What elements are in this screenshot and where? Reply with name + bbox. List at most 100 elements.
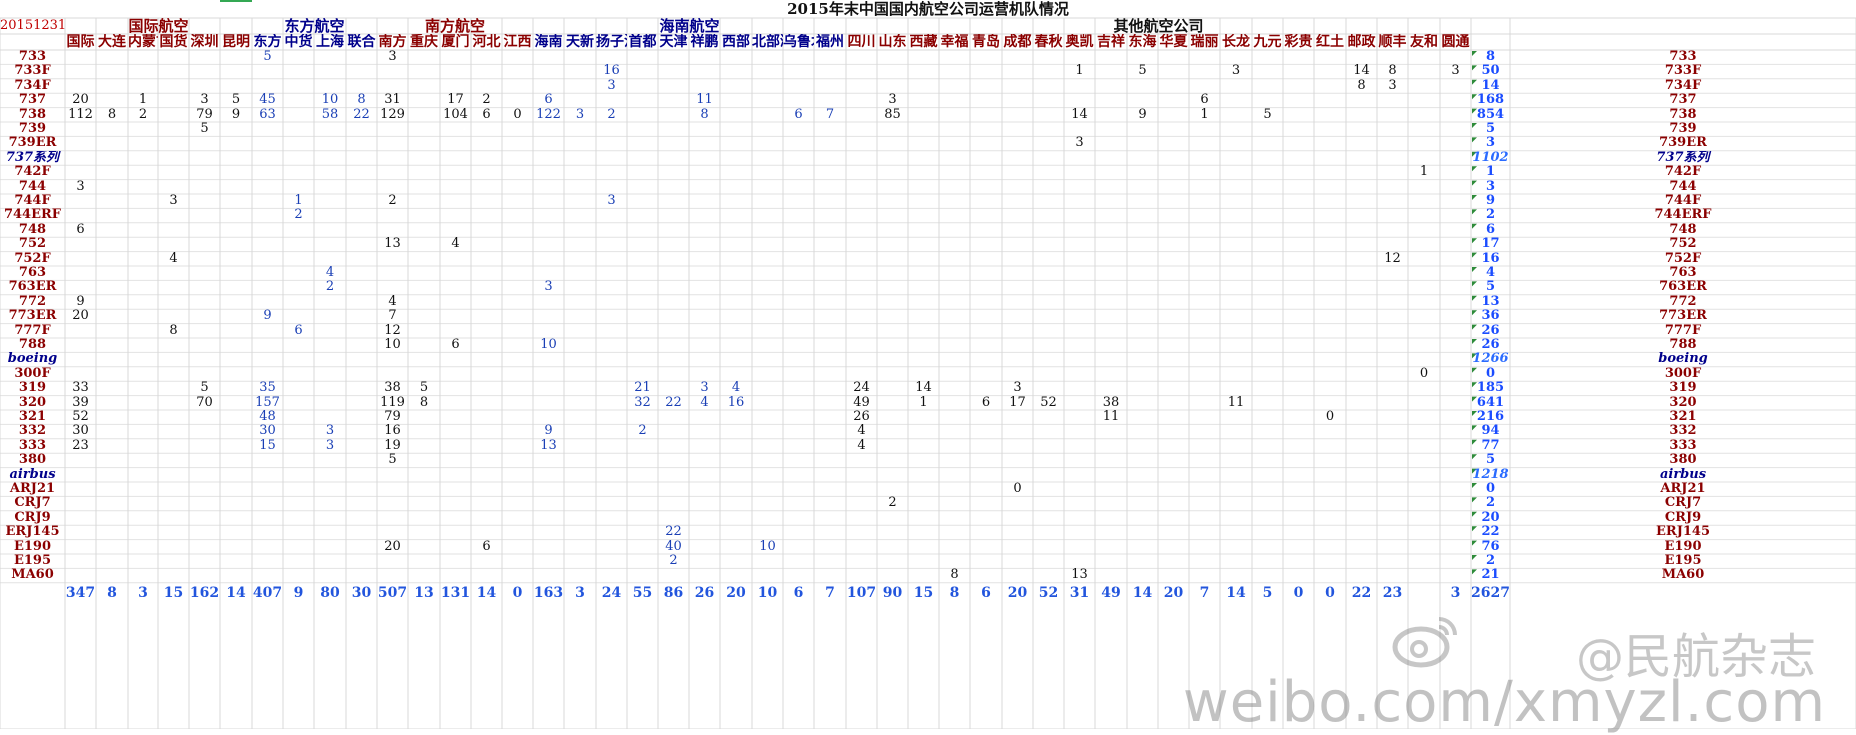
cell-error-marker [1472,555,1477,560]
data-cell: 2 [607,107,616,122]
data-cell: 0 [1325,410,1335,424]
data-cell: 2 [669,554,678,568]
row-label: 788 [18,338,47,352]
row-total: 5 [1485,453,1496,468]
airline-header: 昆明 [222,34,250,50]
data-cell: 6 [482,107,491,122]
column-total: 131 [440,584,471,601]
column-total: 8 [107,584,117,601]
airline-header: 九元 [1253,34,1282,50]
airline-header: 红土 [1316,34,1344,50]
group-header: 其他航空公司 [1113,18,1204,34]
airline-header: 重庆 [410,34,438,50]
column-total: 9 [293,584,304,601]
data-cell: 6 [451,338,460,352]
airline-header: 福州 [816,34,844,50]
data-cell: 12 [1384,251,1401,266]
data-cell: 3 [700,381,709,396]
data-cell: 13 [540,438,557,453]
airline-header: 天津 [659,34,688,50]
row-total: 1 [1485,165,1496,180]
data-cell: 14 [915,381,932,396]
data-cell: 3 [1231,64,1241,79]
data-cell: 35 [259,381,276,396]
cell-error-marker [1472,411,1477,416]
row-label-right: 300F [1664,366,1702,381]
row-label-right: CRJ9 [1664,510,1702,525]
data-cell: 58 [321,107,339,122]
data-cell: 3 [325,424,335,439]
data-cell: 6 [1200,93,1209,108]
row-label: 733 [18,50,47,64]
cell-error-marker [1472,223,1477,229]
data-cell: 8 [419,395,429,410]
row-label: 737系列 [5,150,60,165]
data-cell: 1 [138,93,148,108]
airline-header: 厦门 [441,34,470,50]
data-cell: 4 [857,438,866,453]
data-cell: 2 [388,194,397,208]
row-label: 380 [18,453,47,468]
data-cell: 79 [196,107,213,122]
data-cell: 2 [138,107,148,122]
row-label-right: 744 [1669,179,1697,194]
column-total: 30 [351,584,372,601]
row-total: 21 [1481,568,1500,583]
airline-header: 西部 [722,34,750,50]
row-label: 300F [14,366,51,381]
group-header: 国际航空 [128,18,189,34]
row-label-right: 763 [1669,266,1697,280]
row-label-right: 320 [1669,395,1697,410]
row-label-right: 380 [1669,453,1697,468]
cell-error-marker [1472,425,1477,431]
cell-error-marker [1472,267,1477,272]
row-total: 94 [1481,424,1500,439]
row-total: 17 [1481,237,1500,252]
data-cell: 4 [857,424,866,439]
data-cell: 3 [325,438,335,453]
data-cell: 52 [72,410,89,424]
cell-error-marker [1472,511,1477,517]
column-total: 90 [882,584,903,601]
airline-header: 海南 [534,34,563,50]
row-total: 4 [1485,266,1496,280]
data-cell: 3 [1451,64,1460,79]
cell-error-marker [1472,569,1477,575]
data-cell: 17 [1009,395,1026,410]
data-cell: 3 [544,280,553,295]
column-total: 14 [1226,584,1246,601]
data-cell: 0 [1419,366,1429,381]
row-label-right: 742F [1664,165,1702,180]
row-label: 739 [18,122,47,136]
cell-error-marker [1472,497,1477,503]
airline-header: 西藏 [909,34,938,50]
data-cell: 16 [603,64,620,79]
cell-error-marker [1472,51,1477,56]
row-total: 77 [1481,438,1500,453]
airline-header: 江西 [503,34,532,50]
data-cell: 1 [294,194,303,208]
column-total: 5 [1262,584,1273,601]
data-cell: 3 [607,194,616,208]
data-cell: 9 [544,424,553,439]
row-label: 734F [14,78,51,93]
row-label-right: ARJ21 [1660,482,1706,496]
airline-header: 顺丰 [1378,34,1407,50]
column-total: 49 [1101,584,1121,601]
sheet-title: 2015年末中国国内航空公司运营机队情况 [787,0,1069,18]
data-cell: 6 [482,539,491,554]
column-total: 162 [189,584,220,601]
row-label-right: 333 [1669,438,1697,453]
row-label: 738 [18,107,47,122]
data-cell: 5 [1138,64,1147,79]
data-cell: 9 [1138,107,1147,122]
data-cell: 5 [1263,107,1272,122]
airline-header: 上海 [316,34,344,50]
row-label-right: 737系列 [1656,150,1710,165]
group-header: 南方航空 [424,18,485,34]
data-cell: 3 [388,50,397,64]
data-cell: 3 [1013,381,1022,396]
column-total: 3 [1450,584,1461,601]
